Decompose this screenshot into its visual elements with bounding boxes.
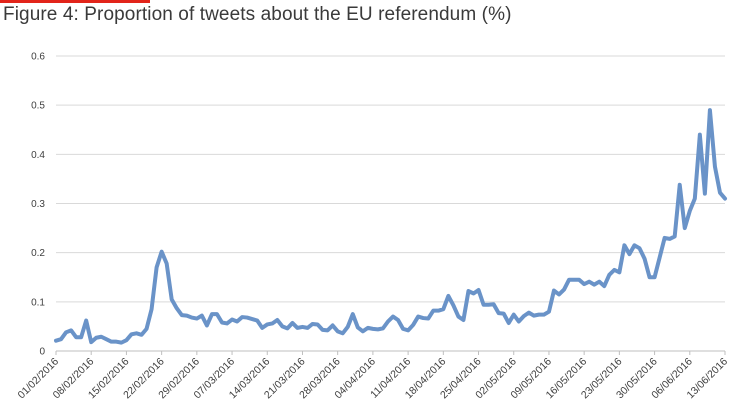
y-axis-ticks: 0 0.1 0.2 0.3 0.4 0.5 0.6 — [31, 52, 45, 358]
y-tick-label: 0 — [39, 347, 45, 358]
x-axis-ticks: 01/02/201608/02/201615/02/201622/02/2016… — [15, 351, 730, 401]
gridlines — [56, 55, 725, 352]
y-tick-label: 0.5 — [31, 101, 45, 112]
y-tick-label: 0.1 — [31, 297, 45, 308]
title-accent-bar — [0, 0, 150, 3]
figure-title: Figure 4: Proportion of tweets about the… — [3, 4, 512, 25]
y-tick-label: 0.3 — [31, 199, 45, 210]
y-tick-label: 0.4 — [31, 150, 45, 161]
series-layer — [54, 108, 727, 345]
series-line-tweet-proportion — [54, 108, 727, 345]
y-tick-label: 0.6 — [31, 52, 45, 63]
y-tick-label: 0.2 — [31, 248, 45, 259]
